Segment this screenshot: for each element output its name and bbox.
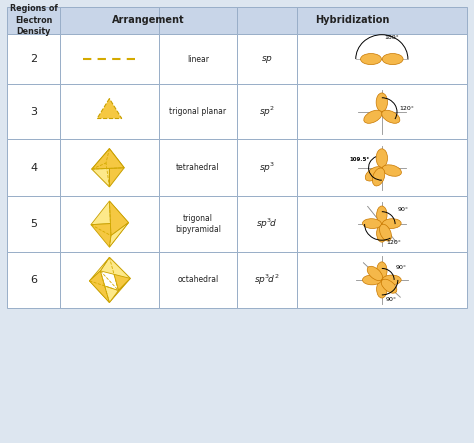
- Ellipse shape: [382, 165, 401, 176]
- Ellipse shape: [382, 110, 400, 123]
- Polygon shape: [297, 85, 467, 140]
- Ellipse shape: [380, 224, 392, 241]
- Ellipse shape: [382, 54, 403, 65]
- Polygon shape: [297, 196, 467, 252]
- Text: octahedral: octahedral: [177, 276, 219, 284]
- Text: $sp^3\!d^2$: $sp^3\!d^2$: [254, 273, 280, 287]
- Polygon shape: [92, 149, 109, 187]
- Polygon shape: [90, 271, 109, 303]
- Polygon shape: [297, 7, 467, 34]
- Text: $sp$: $sp$: [261, 54, 273, 65]
- Text: $sp^3$: $sp^3$: [259, 160, 275, 175]
- Polygon shape: [109, 149, 124, 187]
- Ellipse shape: [363, 275, 382, 285]
- Polygon shape: [159, 252, 237, 308]
- Text: Arrangement: Arrangement: [112, 15, 185, 25]
- Polygon shape: [237, 34, 297, 85]
- Polygon shape: [7, 7, 60, 34]
- Text: 2: 2: [30, 54, 37, 64]
- Polygon shape: [97, 98, 122, 119]
- Polygon shape: [297, 252, 467, 308]
- Polygon shape: [90, 281, 118, 303]
- Ellipse shape: [376, 93, 388, 112]
- Ellipse shape: [377, 262, 387, 280]
- Text: 5: 5: [30, 219, 37, 229]
- Text: 120°: 120°: [400, 106, 415, 111]
- Polygon shape: [159, 196, 237, 252]
- Polygon shape: [7, 34, 60, 85]
- Polygon shape: [159, 7, 237, 34]
- Polygon shape: [60, 140, 159, 196]
- Text: trigonal
bipyramidal: trigonal bipyramidal: [175, 214, 221, 234]
- Polygon shape: [109, 257, 130, 291]
- Polygon shape: [60, 34, 159, 85]
- Polygon shape: [237, 252, 297, 308]
- Polygon shape: [92, 149, 124, 169]
- Polygon shape: [109, 201, 128, 236]
- Polygon shape: [60, 252, 159, 308]
- Text: 90°: 90°: [398, 207, 409, 212]
- Polygon shape: [90, 257, 109, 281]
- Ellipse shape: [367, 266, 383, 280]
- Text: 6: 6: [30, 275, 37, 285]
- Text: 90°: 90°: [396, 265, 407, 270]
- Text: 109.5°: 109.5°: [350, 157, 370, 162]
- Polygon shape: [7, 252, 60, 308]
- Polygon shape: [237, 196, 297, 252]
- Ellipse shape: [381, 279, 397, 293]
- Polygon shape: [237, 7, 297, 34]
- Polygon shape: [60, 85, 159, 140]
- Polygon shape: [60, 7, 159, 34]
- Polygon shape: [237, 140, 297, 196]
- Ellipse shape: [382, 219, 401, 229]
- Polygon shape: [159, 140, 237, 196]
- Text: 3: 3: [30, 107, 37, 117]
- Ellipse shape: [361, 54, 382, 65]
- Polygon shape: [7, 140, 60, 196]
- Text: Regions of
Electron
Density: Regions of Electron Density: [9, 4, 57, 36]
- Polygon shape: [109, 279, 130, 303]
- Polygon shape: [159, 85, 237, 140]
- Ellipse shape: [363, 219, 382, 229]
- Ellipse shape: [377, 206, 387, 224]
- Polygon shape: [91, 223, 128, 247]
- Ellipse shape: [377, 225, 387, 242]
- Polygon shape: [297, 140, 467, 196]
- Text: Hybridization: Hybridization: [315, 15, 389, 25]
- Ellipse shape: [377, 280, 387, 298]
- Polygon shape: [7, 196, 60, 252]
- Ellipse shape: [365, 167, 383, 181]
- Polygon shape: [100, 257, 130, 279]
- Polygon shape: [109, 223, 128, 247]
- Text: $sp^2$: $sp^2$: [259, 105, 275, 119]
- Ellipse shape: [382, 275, 401, 285]
- Text: 90°: 90°: [386, 297, 397, 302]
- Polygon shape: [7, 85, 60, 140]
- Polygon shape: [237, 85, 297, 140]
- Polygon shape: [60, 196, 159, 252]
- Ellipse shape: [364, 110, 382, 123]
- Text: 120°: 120°: [387, 240, 401, 245]
- Text: tetrahedral: tetrahedral: [176, 163, 219, 172]
- Ellipse shape: [376, 149, 388, 167]
- Text: $sp^3\!d$: $sp^3\!d$: [256, 217, 278, 231]
- Text: linear: linear: [187, 54, 209, 63]
- Polygon shape: [159, 34, 237, 85]
- Text: 180°: 180°: [384, 35, 399, 40]
- Text: trigonal planar: trigonal planar: [169, 107, 227, 117]
- Ellipse shape: [373, 168, 385, 186]
- Polygon shape: [91, 201, 128, 225]
- Polygon shape: [297, 34, 467, 85]
- Text: 4: 4: [30, 163, 37, 173]
